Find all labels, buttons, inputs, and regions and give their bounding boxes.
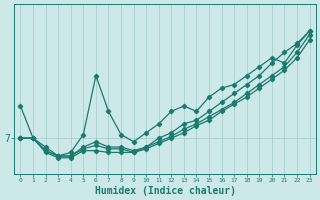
X-axis label: Humidex (Indice chaleur): Humidex (Indice chaleur) — [94, 186, 236, 196]
